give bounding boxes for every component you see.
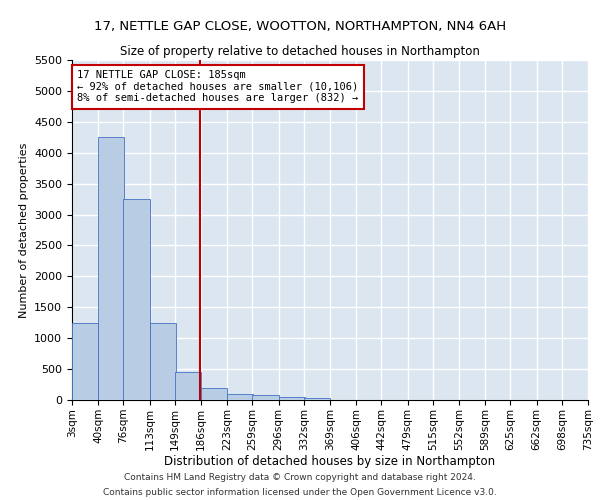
Bar <box>304 398 330 400</box>
Bar <box>149 322 176 400</box>
Y-axis label: Number of detached properties: Number of detached properties <box>19 142 29 318</box>
Bar <box>124 199 149 400</box>
Bar <box>253 396 278 400</box>
Bar <box>227 394 253 400</box>
Bar <box>278 397 305 400</box>
Text: Contains public sector information licensed under the Open Government Licence v3: Contains public sector information licen… <box>103 488 497 497</box>
Bar <box>201 388 227 400</box>
Bar <box>98 138 124 400</box>
Bar <box>175 372 201 400</box>
Bar <box>72 322 98 400</box>
Text: Size of property relative to detached houses in Northampton: Size of property relative to detached ho… <box>120 45 480 58</box>
X-axis label: Distribution of detached houses by size in Northampton: Distribution of detached houses by size … <box>164 456 496 468</box>
Text: Contains HM Land Registry data © Crown copyright and database right 2024.: Contains HM Land Registry data © Crown c… <box>124 473 476 482</box>
Text: 17, NETTLE GAP CLOSE, WOOTTON, NORTHAMPTON, NN4 6AH: 17, NETTLE GAP CLOSE, WOOTTON, NORTHAMPT… <box>94 20 506 33</box>
Text: 17 NETTLE GAP CLOSE: 185sqm
← 92% of detached houses are smaller (10,106)
8% of : 17 NETTLE GAP CLOSE: 185sqm ← 92% of det… <box>77 70 358 103</box>
